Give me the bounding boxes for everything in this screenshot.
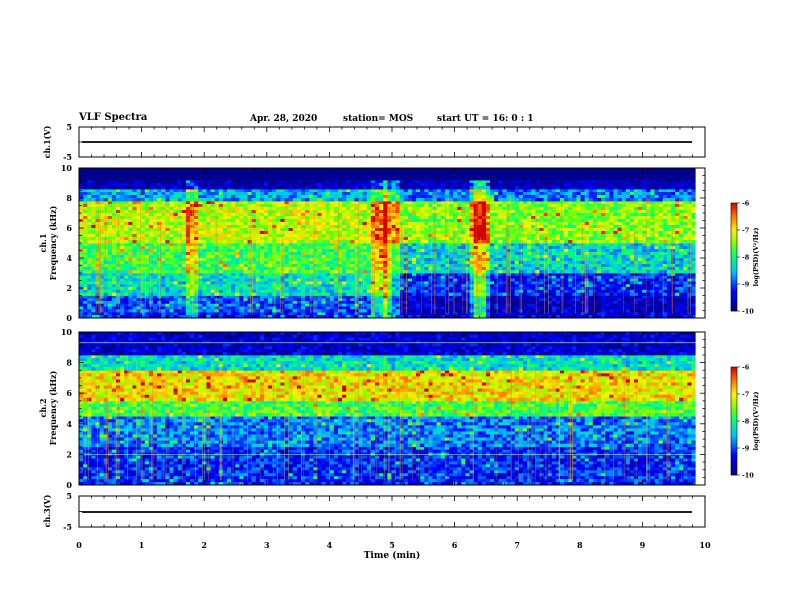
y-tick-label: 10 (61, 327, 73, 337)
y-tick-label: 8 (66, 193, 72, 203)
colorbar-tick-label: -6 (742, 200, 750, 208)
x-tick-label: 9 (640, 540, 646, 550)
colorbar-tick-label: -10 (742, 308, 754, 316)
x-tick-label: 4 (327, 540, 333, 550)
x-tick-label: 8 (577, 540, 583, 550)
x-tick-label: 7 (514, 540, 520, 550)
y-tick-label: 8 (66, 358, 72, 368)
colorbar-tick-label: -6 (742, 364, 750, 372)
y-tick-label: 6 (66, 388, 72, 398)
x-axis-label: Time (min) (364, 550, 421, 561)
colorbar-tick-label: -10 (742, 472, 754, 480)
axis-ticks (78, 127, 706, 527)
chart-title: VLF Spectra (79, 112, 148, 123)
y-tick-label: 2 (66, 283, 72, 293)
y-tick-label: 0 (66, 480, 72, 490)
ch1-waveform-ylabel: ch.1(V) (42, 125, 52, 158)
y-tick-label: 6 (66, 223, 72, 233)
colorbar-tick-label: -7 (742, 227, 749, 235)
y-tick-label: 10 (61, 163, 73, 173)
y-tick-label: 2 (66, 449, 72, 459)
ch3-waveform-ylabel: ch.3(V) (42, 494, 52, 527)
x-tick-label: 10 (699, 540, 711, 550)
start-time-label: start UT = 16: 0 : 1 (437, 114, 534, 124)
x-tick-label: 1 (139, 540, 145, 550)
colorbar-tick-label: -9 (742, 281, 750, 289)
colorbar-tick-label: -7 (742, 391, 749, 399)
y-tick-label: -5 (63, 152, 72, 162)
ch1-spectrogram-image (79, 168, 705, 318)
station-label: station= MOS (343, 114, 414, 124)
ch1-colorbar: -6 -7 -8 -9 -10 log(PSD)(V²/Hz) (730, 200, 760, 316)
colorbar-tick-label: -8 (742, 254, 750, 262)
colorbar-tick-label: -9 (742, 445, 750, 453)
y-tick-label: 4 (66, 419, 72, 429)
date-label: Apr. 28, 2020 (250, 114, 318, 124)
x-tick-label: 0 (76, 540, 82, 550)
y-tick-label: 5 (66, 122, 72, 132)
colorbar-tick-label: -8 (742, 418, 750, 426)
ch2-spectrogram-image (79, 332, 705, 485)
x-tick-label: 6 (452, 540, 458, 550)
y-tick-label: 0 (66, 313, 72, 323)
colorbar-label: log(PSD)(V²/Hz) (752, 228, 760, 287)
ch2-colorbar: -6 -7 -8 -9 -10 log(PSD)(V²/Hz) (730, 364, 760, 480)
x-tick-label: 3 (264, 540, 270, 550)
x-tick-label: 5 (389, 540, 395, 550)
ch2-spectrogram-ylabel-channel: ch.2 (38, 398, 48, 417)
y-tick-label: 5 (66, 491, 72, 501)
colorbar-label: log(PSD)(V²/Hz) (752, 392, 760, 451)
y-tick-label: -5 (63, 522, 72, 532)
x-tick-label: 2 (201, 540, 207, 550)
ch2-spectrogram-ylabel-freq: Frequency (kHz) (48, 370, 58, 445)
y-tick-label: 4 (66, 253, 72, 263)
ch1-spectrogram-ylabel-channel: ch.1 (38, 233, 48, 252)
ch1-spectrogram-ylabel-freq: Frequency (kHz) (48, 205, 58, 280)
